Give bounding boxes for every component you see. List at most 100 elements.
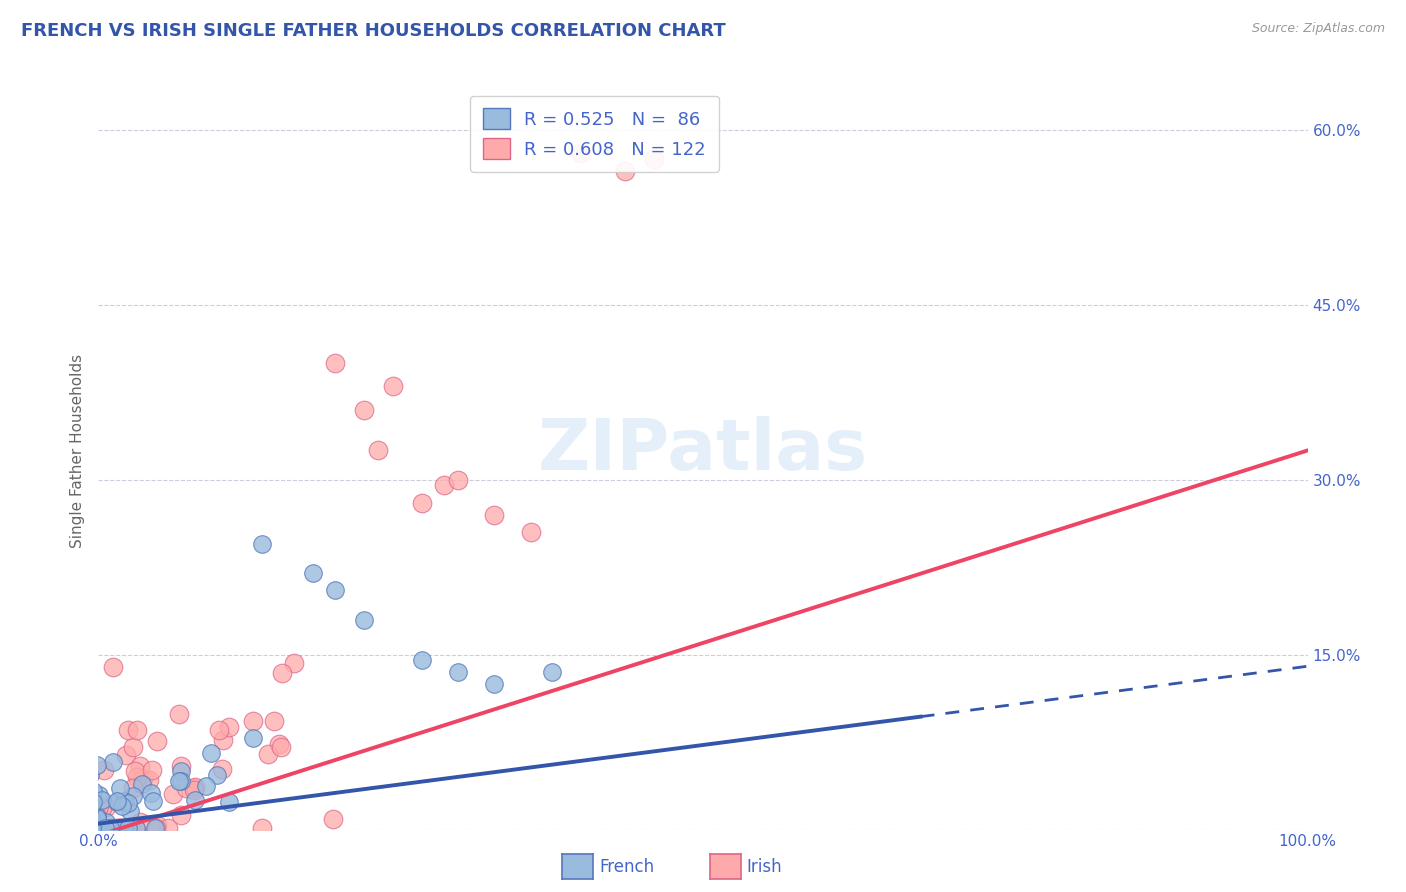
Point [290,808,312,822]
Point [547,583,569,598]
Point [595,613,617,627]
Point [107,802,129,816]
Point [353,723,375,738]
Point [359,762,381,776]
Point [122,822,145,836]
Point [127,822,149,836]
Point [145,784,167,798]
Point [134,810,156,824]
Point [118,822,141,836]
Point [125,822,148,836]
Point [117,768,139,782]
Point [426,822,449,836]
Point [96,807,118,822]
Point [141,811,163,825]
Point [165,800,187,814]
Point [138,822,160,836]
Point [120,716,142,731]
Point [250,818,273,832]
Point [115,794,138,808]
Point [120,765,142,780]
Point [179,822,201,836]
Point [143,822,166,836]
Point [873,525,896,540]
Point [141,822,163,836]
Point [153,822,176,836]
Point [136,766,159,780]
Point [128,817,150,831]
Point [277,787,299,801]
Point [115,822,138,836]
Point [314,793,336,807]
Point [94,822,117,836]
Point [125,774,148,789]
Point [160,822,183,836]
Point [104,760,127,774]
Point [225,777,247,791]
Point [114,822,136,836]
Point [115,798,138,813]
Point [249,822,271,836]
Point [159,801,181,815]
Point [117,786,139,800]
Point [120,822,142,836]
Point [100,822,122,836]
Point [544,812,567,826]
Point [217,723,239,738]
Point [153,798,176,813]
Point [478,657,501,671]
Point [110,767,132,781]
Point [129,822,152,836]
Point [103,771,125,785]
Point [132,780,155,794]
Point [104,822,127,836]
Point [201,723,224,738]
Point [457,739,479,754]
Point [100,822,122,836]
Point [93,822,115,836]
Text: ZIPatlas: ZIPatlas [538,416,868,485]
Point [434,747,457,762]
Y-axis label: Single Father Households: Single Father Households [69,353,84,548]
Point [146,815,169,830]
Point [118,805,141,819]
Point [122,822,145,836]
Point [226,772,249,786]
Point [350,768,373,782]
Point [136,819,159,833]
Point [184,793,207,807]
Point [150,757,173,772]
Point [288,774,311,789]
Legend: R = 0.525   N =  86, R = 0.608   N = 122: R = 0.525 N = 86, R = 0.608 N = 122 [470,95,718,171]
Point [111,776,134,790]
Point [165,815,187,830]
Point [90,822,112,836]
Point [97,822,120,836]
Point [139,789,162,803]
Point [340,746,363,760]
Point [211,780,233,795]
Point [91,788,114,802]
Point [426,537,449,551]
Point [728,478,751,492]
Point [188,780,211,795]
Point [89,750,111,764]
Point [214,822,236,836]
Point [250,734,273,748]
Point [446,714,468,728]
Point [112,822,135,836]
Point [138,768,160,782]
Point [270,822,292,836]
Point [173,822,195,836]
Point [299,780,322,795]
Point [129,822,152,836]
Point [108,822,131,836]
Point [194,794,217,808]
Point [177,755,200,769]
Point [98,822,121,836]
Point [287,707,309,722]
Point [183,795,205,809]
Point [177,660,200,674]
Point [105,822,128,836]
Point [150,811,173,825]
